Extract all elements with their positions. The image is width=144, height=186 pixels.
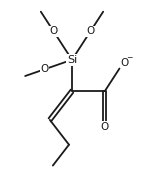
Text: O: O — [120, 58, 128, 68]
Text: O: O — [50, 26, 58, 36]
Text: O: O — [101, 122, 109, 132]
Text: −: − — [126, 54, 132, 63]
Text: O: O — [86, 26, 94, 36]
Text: O: O — [40, 64, 49, 74]
Text: Si: Si — [67, 55, 77, 65]
